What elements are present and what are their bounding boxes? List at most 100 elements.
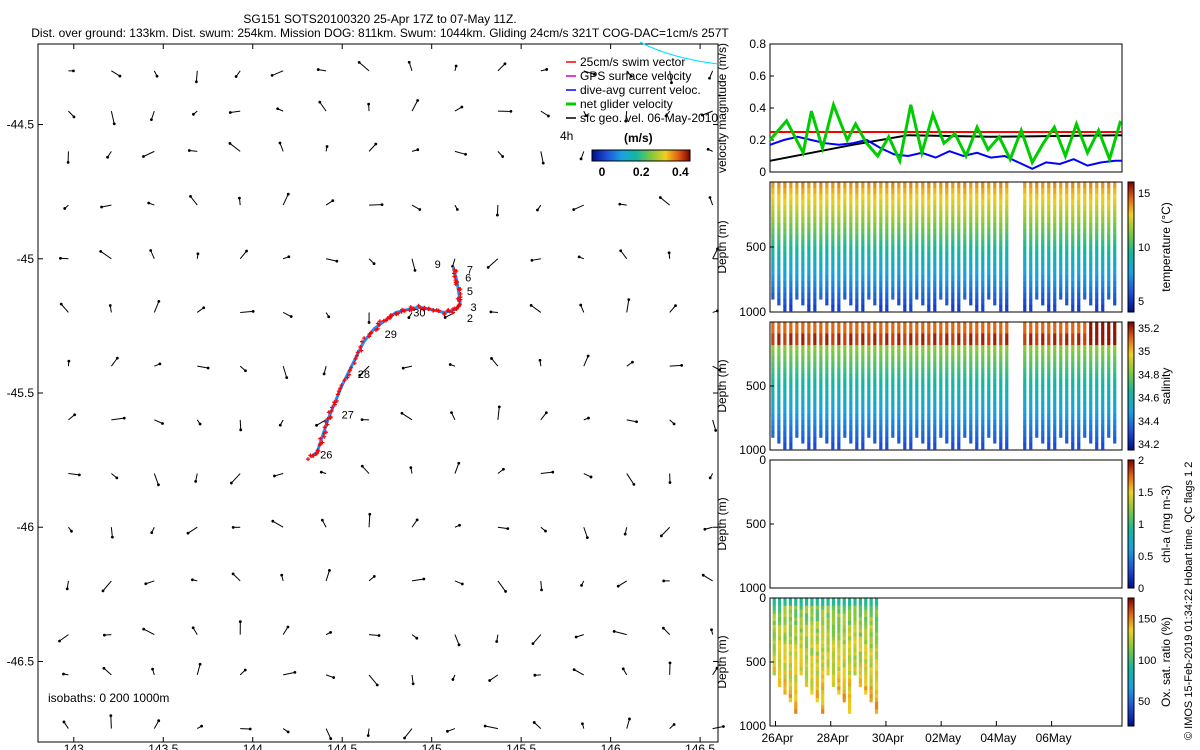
salinity-sample bbox=[957, 442, 961, 450]
velocity-ytick-label: 0 bbox=[759, 165, 766, 179]
temperature-sample bbox=[855, 199, 859, 206]
salinity-sample bbox=[957, 437, 961, 444]
map-geo-vector-head bbox=[122, 416, 126, 420]
salinity-sample bbox=[1089, 396, 1093, 404]
oxygen-sample bbox=[804, 628, 809, 634]
salinity-sample bbox=[1077, 396, 1081, 404]
salinity-sample bbox=[1089, 350, 1093, 358]
oxygen-sample bbox=[869, 667, 873, 672]
oxygen-sample bbox=[794, 617, 798, 622]
salinity-sample bbox=[939, 419, 943, 427]
salinity-sample bbox=[1071, 425, 1075, 433]
salinity-sample bbox=[945, 362, 949, 369]
temperature-sample bbox=[945, 234, 949, 242]
temperature-sample bbox=[885, 199, 889, 206]
temperature-sample bbox=[897, 299, 901, 306]
map-swim-cross bbox=[347, 368, 352, 373]
temperature-sample bbox=[801, 187, 805, 195]
temperature-sample bbox=[1029, 252, 1033, 259]
salinity-sample bbox=[855, 368, 859, 375]
salinity-sample bbox=[837, 425, 841, 433]
temperature-sample bbox=[1029, 281, 1033, 288]
temperature-sample bbox=[987, 234, 991, 242]
oxygen-sample bbox=[778, 609, 782, 614]
temperature-sample bbox=[903, 258, 907, 265]
oxygen-sample bbox=[772, 663, 776, 668]
oxygen-sample bbox=[831, 670, 836, 676]
map-geo-vector-head bbox=[495, 640, 499, 643]
temperature-sample bbox=[1023, 240, 1027, 247]
temperature-sample bbox=[831, 258, 835, 265]
salinity-sample bbox=[837, 362, 841, 369]
salinity-sample bbox=[849, 414, 853, 421]
salinity-sample bbox=[1005, 362, 1009, 369]
salinity-sample bbox=[891, 322, 895, 329]
temperature-sample bbox=[873, 222, 877, 230]
temperature-sample bbox=[837, 269, 841, 277]
temperature-sample bbox=[825, 299, 829, 306]
temperature-sample bbox=[957, 199, 961, 206]
temperature-sample bbox=[981, 275, 985, 283]
map-geo-vector bbox=[274, 473, 284, 477]
salinity-sample bbox=[789, 339, 793, 346]
map-geo-vector-head bbox=[198, 422, 202, 426]
salinity-sample bbox=[1065, 396, 1069, 404]
salinity-sample bbox=[879, 385, 883, 392]
salinity-sample bbox=[807, 402, 811, 409]
oxygen-sample bbox=[864, 621, 868, 626]
temperature-sample bbox=[789, 187, 793, 195]
temperature-sample bbox=[987, 211, 991, 218]
salinity-sample bbox=[1107, 414, 1111, 421]
map-geo-vector bbox=[491, 358, 499, 367]
salinity-sample bbox=[891, 419, 895, 427]
temperature-sample bbox=[867, 275, 871, 283]
temperature-sample bbox=[993, 217, 997, 224]
temperature-sample bbox=[777, 240, 781, 247]
oxygen-sample bbox=[864, 605, 868, 611]
temperature-sample bbox=[957, 182, 961, 189]
temperature-sample bbox=[867, 205, 871, 212]
velocity-series-line bbox=[769, 135, 1122, 170]
temperature-sample bbox=[903, 287, 907, 294]
map-geo-vector-head bbox=[66, 160, 70, 164]
temperature-sample bbox=[1065, 182, 1069, 189]
temperature-sample bbox=[927, 258, 931, 265]
salinity-sample bbox=[801, 373, 805, 381]
salinity-sample bbox=[1047, 356, 1051, 363]
map-geo-vector-head bbox=[497, 405, 501, 409]
temperature-sample bbox=[837, 287, 841, 294]
map-geo-vector-head bbox=[532, 721, 536, 724]
salinity-sample bbox=[891, 414, 895, 421]
map-dive-label: 28 bbox=[358, 369, 370, 381]
salinity-sample bbox=[807, 345, 811, 352]
salinity-sample bbox=[1005, 414, 1009, 421]
temperature-sample bbox=[873, 258, 877, 265]
oxygen-sample bbox=[810, 647, 814, 653]
salinity-sample bbox=[1113, 408, 1117, 415]
salinity-sample bbox=[945, 437, 949, 444]
temperature-sample bbox=[801, 258, 805, 265]
temperature-sample bbox=[1047, 222, 1051, 230]
temperature-sample bbox=[921, 246, 925, 253]
salinity-sample bbox=[969, 379, 973, 386]
temperature-sample bbox=[1107, 269, 1111, 277]
salinity-sample bbox=[873, 379, 877, 386]
map-geo-vector bbox=[282, 366, 288, 378]
oxygen-sample bbox=[788, 644, 792, 649]
map-swim-cross bbox=[332, 402, 337, 407]
salinity-sample bbox=[987, 402, 991, 409]
salinity-sample bbox=[873, 385, 877, 392]
temperature-sample bbox=[1035, 199, 1039, 206]
map-geo-vector-head bbox=[245, 249, 248, 253]
map-geo-vector-head bbox=[545, 68, 549, 71]
temperature-colorbar-tick: 10 bbox=[1138, 242, 1150, 254]
salinity-sample bbox=[969, 425, 973, 433]
temperature-sample bbox=[1071, 240, 1075, 247]
map-geo-vector bbox=[401, 412, 413, 421]
salinity-sample bbox=[909, 385, 913, 392]
salinity-sample bbox=[771, 379, 775, 386]
salinity-sample bbox=[1113, 356, 1117, 363]
temperature-sample bbox=[891, 287, 895, 294]
salinity-sample bbox=[957, 345, 961, 352]
temperature-sample bbox=[825, 287, 829, 294]
